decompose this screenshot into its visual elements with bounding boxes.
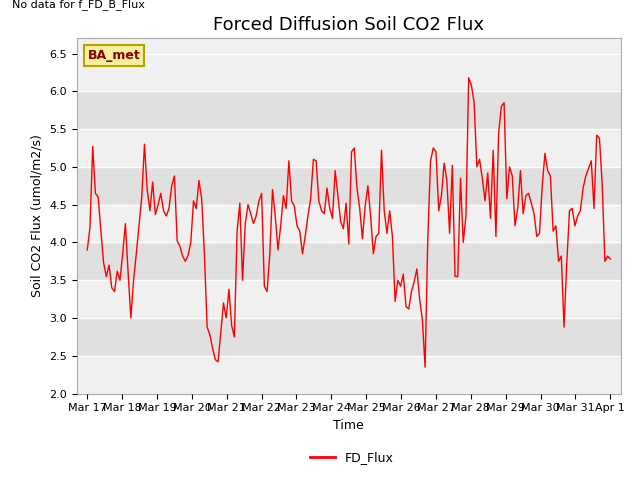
Bar: [77, 91, 621, 129]
Bar: [77, 167, 621, 204]
Text: No data for f_FD_B_Flux: No data for f_FD_B_Flux: [12, 0, 145, 10]
Bar: [77, 318, 621, 356]
Text: BA_met: BA_met: [88, 49, 140, 62]
Bar: [77, 242, 621, 280]
Title: Forced Diffusion Soil CO2 Flux: Forced Diffusion Soil CO2 Flux: [213, 16, 484, 34]
X-axis label: Time: Time: [333, 419, 364, 432]
Legend: FD_Flux: FD_Flux: [305, 446, 399, 469]
Y-axis label: Soil CO2 Flux (umol/m2/s): Soil CO2 Flux (umol/m2/s): [31, 134, 44, 298]
